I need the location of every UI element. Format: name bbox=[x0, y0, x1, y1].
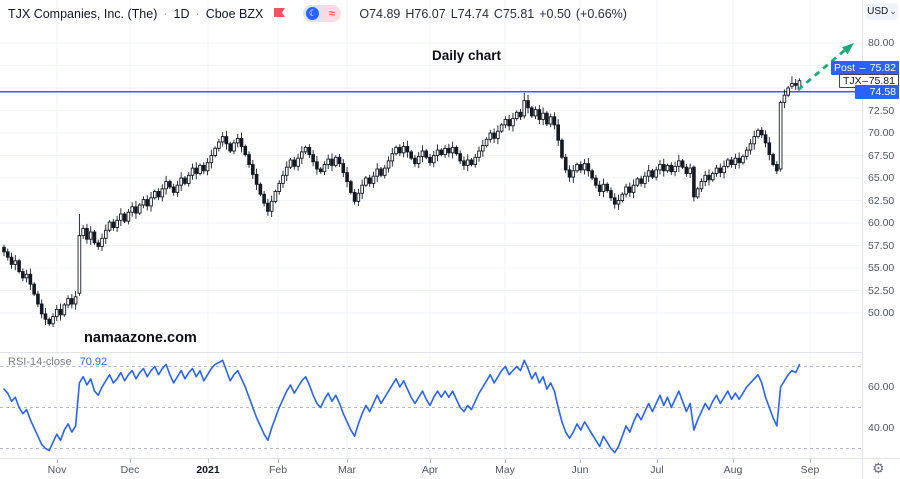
time-axis-tick bbox=[733, 459, 734, 463]
close-label: C bbox=[493, 6, 503, 21]
price-axis-label: 52.50 bbox=[868, 284, 895, 297]
price-axis-label: 70.00 bbox=[868, 127, 895, 139]
symbol-title[interactable]: TJX Companies, Inc. (The) bbox=[8, 6, 158, 21]
watermark-text: namaazone.com bbox=[84, 330, 197, 346]
exchange-label: Cboe BZX bbox=[205, 6, 264, 21]
market-status-badges[interactable]: ☾ ≈ bbox=[303, 5, 342, 22]
price-axis-label: 62.50 bbox=[868, 194, 895, 207]
currency-selector[interactable]: USD ⌄ bbox=[866, 3, 898, 20]
legend-separator: · bbox=[195, 6, 200, 21]
price-axis-label: 72.50 bbox=[868, 104, 895, 117]
time-axis-tick bbox=[208, 459, 209, 463]
time-axis-label: Feb bbox=[268, 464, 288, 476]
price-axis-label: 57.50 bbox=[868, 239, 895, 252]
time-axis-label: Nov bbox=[47, 464, 67, 476]
time-axis-tick bbox=[130, 459, 131, 463]
time-axis-label: Aug bbox=[723, 464, 743, 476]
time-axis-tick bbox=[347, 459, 348, 463]
hline-price-badge: 74.58 bbox=[855, 85, 899, 99]
time-axis-tick bbox=[430, 459, 431, 463]
rsi-axis-label: 40.00 bbox=[868, 422, 895, 434]
time-axis-tick bbox=[810, 459, 811, 463]
time-axis-label: Apr bbox=[421, 464, 439, 476]
rsi-indicator-name[interactable]: RSI-14-close bbox=[8, 356, 72, 368]
post-dash: – bbox=[859, 62, 866, 74]
time-axis-label: Jul bbox=[650, 464, 664, 476]
symbol-dash: – bbox=[862, 75, 869, 87]
time-axis-label: Sep bbox=[800, 464, 820, 476]
legend-separator: · bbox=[163, 6, 168, 21]
time-axis-label: Dec bbox=[120, 464, 140, 476]
post-label: Post bbox=[834, 62, 856, 74]
time-axis-tick bbox=[657, 459, 658, 463]
trend-arrow-icon bbox=[841, 43, 854, 55]
time-axis-tick bbox=[580, 459, 581, 463]
rsi-axis-label: 60.00 bbox=[868, 381, 895, 393]
time-axis-tick bbox=[278, 459, 279, 463]
post-value: 75.82 bbox=[869, 62, 896, 74]
change-value: +0.50 bbox=[539, 6, 571, 21]
rsi-legend[interactable]: RSI-14-close 70.92 bbox=[8, 356, 107, 368]
time-axis-tick bbox=[57, 459, 58, 463]
time-axis-label: 2021 bbox=[196, 464, 220, 476]
last-price-badge: TJX – 75.81 bbox=[839, 74, 899, 88]
flag-icon[interactable] bbox=[273, 7, 287, 20]
time-axis-label: Mar bbox=[337, 464, 357, 476]
price-axis-label: 60.00 bbox=[868, 217, 895, 229]
rsi-indicator-value: 70.92 bbox=[79, 356, 108, 368]
gear-icon[interactable]: ⚙ bbox=[872, 460, 885, 476]
post-market-price-badge: Post – 75.82 bbox=[831, 61, 899, 75]
high-label: H bbox=[405, 6, 415, 21]
daily-chart-annotation: Daily chart bbox=[432, 48, 502, 63]
chart-legend[interactable]: TJX Companies, Inc. (The) · 1D · Cboe BZ… bbox=[8, 5, 627, 22]
high-value: 76.07 bbox=[414, 6, 446, 21]
close-value: 75.81 bbox=[502, 6, 535, 21]
moon-icon: ☾ bbox=[306, 7, 320, 20]
change-percent: (+0.66%) bbox=[575, 6, 627, 21]
symbol-label: TJX bbox=[843, 75, 862, 87]
open-value: 74.89 bbox=[369, 6, 401, 21]
time-axis-label: May bbox=[495, 464, 515, 476]
low-value: 74.74 bbox=[457, 6, 489, 21]
delayed-data-icon[interactable]: ≈ bbox=[322, 5, 342, 22]
ohlc-readout: O74.89 H76.07 L74.74 C75.81 +0.50 (+0.66… bbox=[359, 7, 627, 21]
hline-value: 74.58 bbox=[869, 86, 896, 98]
time-axis-tick bbox=[505, 459, 506, 463]
chevron-down-icon: ⌄ bbox=[889, 6, 897, 17]
open-label: O bbox=[359, 6, 370, 21]
low-label: L bbox=[450, 6, 458, 21]
time-axis-label: Jun bbox=[571, 464, 589, 476]
price-axis-label: 55.00 bbox=[868, 262, 895, 274]
price-axis-label: 65.00 bbox=[868, 172, 895, 184]
interval-label[interactable]: 1D bbox=[173, 6, 190, 21]
price-axis-label: 67.50 bbox=[868, 149, 895, 162]
time-axis[interactable]: ⚙ Nov Dec 2021 Feb Mar Apr May Jun Jul Aug Sep bbox=[0, 458, 900, 479]
symbol-value: 75.81 bbox=[868, 75, 895, 87]
price-axis-label: 50.00 bbox=[868, 307, 895, 319]
price-axis-label: 80.00 bbox=[868, 37, 895, 49]
currency-label: USD bbox=[867, 6, 889, 17]
axis-corner-separator bbox=[862, 459, 863, 479]
extended-hours-badge[interactable]: ☾ bbox=[303, 5, 323, 22]
